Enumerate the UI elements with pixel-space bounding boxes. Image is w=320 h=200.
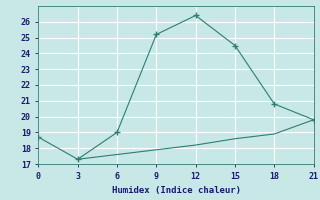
X-axis label: Humidex (Indice chaleur): Humidex (Indice chaleur) [111, 186, 241, 195]
